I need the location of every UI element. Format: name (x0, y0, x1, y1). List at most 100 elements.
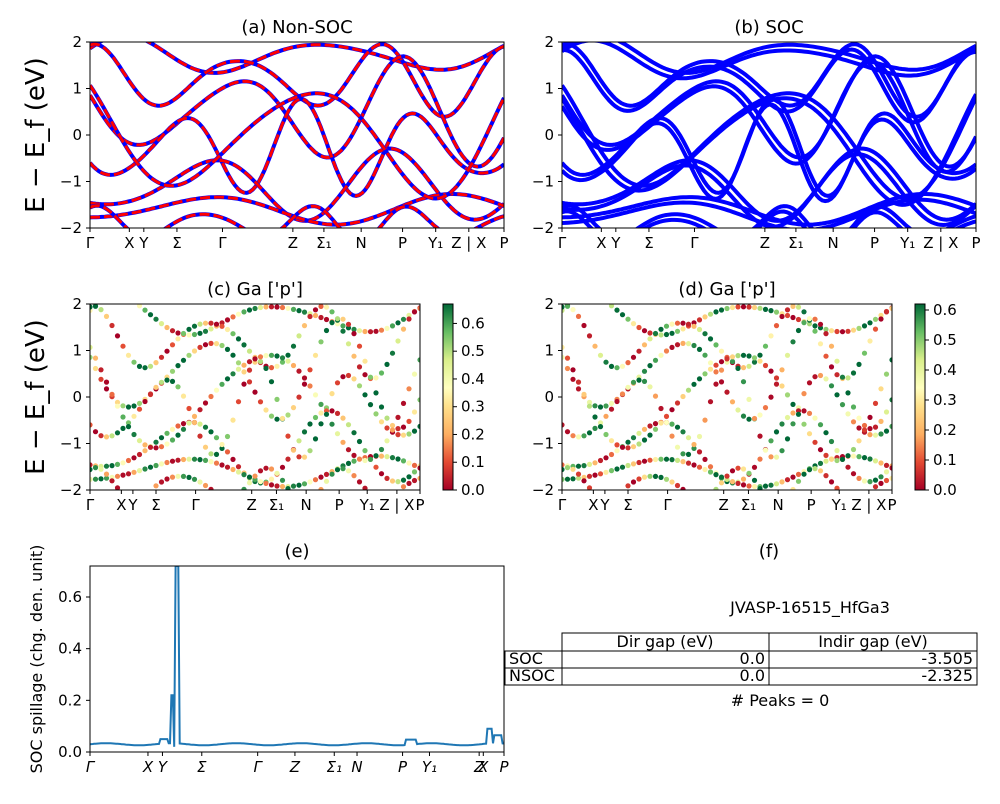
projection-point (702, 466, 708, 473)
projection-point (213, 451, 220, 457)
projection-point (373, 464, 379, 470)
projection-point (652, 473, 659, 479)
projection-point (169, 378, 176, 384)
colorbar-tick-label: 0.1 (461, 453, 485, 471)
ytick-label: −1 (532, 435, 554, 453)
panel-c-title: (c) Ga ['p'] (207, 279, 303, 300)
projection-point (164, 348, 170, 354)
projection-point (301, 309, 308, 315)
projection-point (834, 392, 840, 398)
projection-point (378, 327, 385, 333)
projection-point (889, 475, 892, 481)
projection-point (175, 384, 181, 390)
projection-point (318, 401, 324, 407)
projection-point (301, 454, 308, 460)
projection-point (114, 461, 121, 467)
projection-point (395, 338, 401, 344)
projection-point (153, 462, 159, 469)
colorbar-tick-label: 0.5 (933, 331, 957, 349)
projection-point (219, 462, 225, 468)
projection-point (828, 456, 835, 462)
projection-point (740, 304, 747, 310)
projection-point (334, 321, 341, 327)
projection-point (169, 426, 176, 432)
projection-point (400, 484, 407, 490)
projection-point (197, 344, 203, 350)
projection-point (867, 432, 873, 438)
projection-point (323, 304, 330, 310)
projection-point (680, 429, 686, 435)
projection-point (90, 344, 93, 350)
projection-point (384, 454, 390, 460)
projection-point (125, 352, 132, 358)
projection-point (180, 473, 187, 479)
xtick-label: Y (610, 234, 621, 252)
xtick-label: Z (760, 234, 770, 252)
projection-point (351, 331, 357, 337)
ytick-label: 1 (72, 80, 82, 98)
projection-point (674, 457, 681, 463)
xtick-label: Z | X (923, 234, 958, 252)
projection-point (241, 381, 247, 387)
projection-point (351, 353, 357, 359)
projection-point (109, 391, 115, 397)
projection-point (411, 477, 418, 484)
xtick-label: N (828, 234, 839, 252)
projection-point (219, 323, 225, 329)
projection-point (224, 317, 231, 323)
projection-point (351, 376, 357, 382)
projection-point (790, 304, 796, 309)
projection-point (224, 464, 231, 470)
projection-point (647, 363, 653, 369)
projection-point (180, 421, 187, 427)
projection-point (839, 402, 846, 408)
projection-point (411, 428, 418, 434)
projection-point (872, 400, 879, 406)
gap-table: Dir gap (eV) Indir gap (eV) SOC 0.0 -3.5… (504, 632, 978, 686)
xtick-label: Γ (558, 496, 567, 514)
projection-point (735, 365, 741, 371)
projection-point (878, 418, 884, 424)
xtick-label: Y₁ (359, 496, 375, 514)
projection-point (125, 420, 132, 426)
panel-d-title: (d) Ga ['p'] (678, 279, 775, 300)
projection-point (724, 473, 730, 479)
projection-point (285, 358, 291, 364)
projection-point (197, 421, 203, 427)
projection-point (680, 326, 686, 332)
projection-point (823, 331, 829, 337)
ytick-label: −1 (60, 173, 82, 191)
projection-point (318, 339, 324, 345)
projection-point (828, 343, 835, 349)
projection-point (147, 444, 154, 450)
projection-point (417, 305, 420, 311)
projection-point (164, 430, 170, 436)
projection-point (125, 471, 132, 477)
projection-point (839, 329, 846, 335)
projection-point (92, 429, 99, 435)
projection-point (570, 476, 576, 482)
table-cell (768, 667, 978, 686)
projection-point (828, 383, 835, 389)
projection-point (131, 413, 137, 419)
projection-point (406, 474, 412, 480)
projection-point (246, 474, 253, 480)
projection-point (729, 354, 736, 360)
projection-point (696, 326, 703, 333)
projection-point (586, 473, 593, 479)
projection-point (268, 482, 275, 488)
projection-point (279, 483, 286, 490)
projection-point (406, 480, 412, 486)
projection-point (562, 422, 565, 428)
projection-point (597, 424, 604, 430)
projection-point (691, 462, 697, 468)
projection-point (268, 466, 275, 472)
projection-point (208, 326, 214, 332)
projection-point (696, 449, 703, 455)
projection-point (213, 341, 220, 347)
projection-point (652, 393, 659, 399)
projection-point (356, 438, 363, 445)
projection-point (790, 474, 796, 480)
projection-point (296, 368, 302, 374)
